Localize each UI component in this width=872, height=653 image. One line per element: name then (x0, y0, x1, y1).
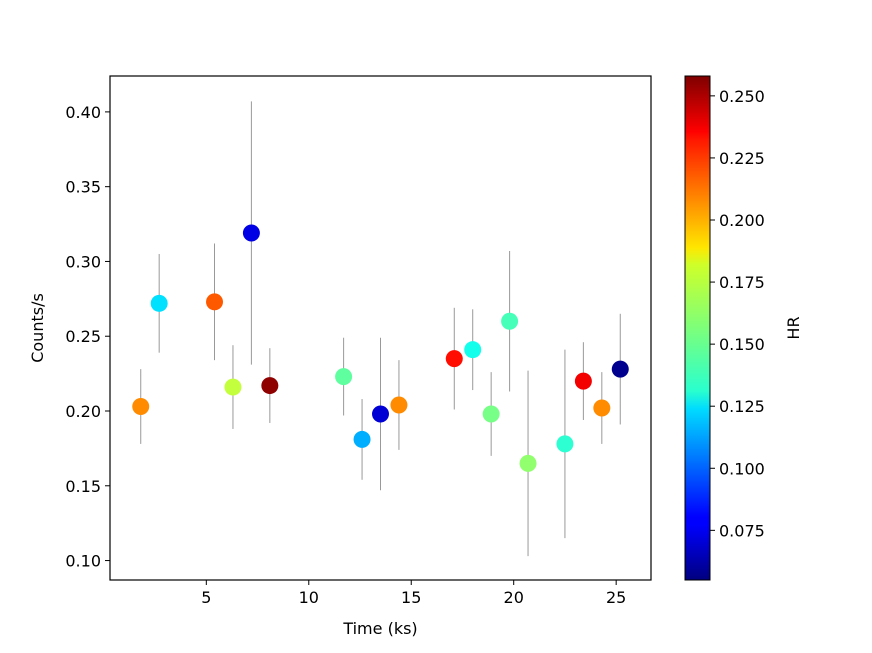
data-point (335, 368, 353, 386)
data-points (132, 224, 629, 472)
x-tick-label: 20 (504, 588, 524, 607)
colorbar-label: HR (784, 316, 803, 339)
colorbar-tick-label: 0.075 (719, 521, 765, 540)
x-axis-label: Time (ks) (342, 619, 417, 638)
x-tick-label: 10 (299, 588, 319, 607)
colorbar-tick-label: 0.250 (719, 87, 765, 106)
data-point (261, 377, 279, 395)
data-point (353, 430, 371, 448)
plot-area: 5 10 15 20 25 0.10 0.15 0.20 0.25 0.30 0.35 0.40 (65, 75, 652, 607)
x-tick-label: 15 (401, 588, 421, 607)
x-tick-label: 25 (606, 588, 626, 607)
colorbar-ticks: 0.075 0.100 0.125 0.150 0.175 0.200 0.225 0.250 (710, 87, 765, 540)
y-tick-label: 0.10 (65, 552, 101, 571)
data-point (519, 454, 537, 472)
data-point (556, 435, 574, 453)
colorbar-tick-label: 0.150 (719, 335, 765, 354)
y-tick-label: 0.25 (65, 327, 101, 346)
data-point (611, 360, 629, 378)
plot-frame (109, 75, 652, 581)
x-tick-label: 5 (201, 588, 211, 607)
data-point (242, 224, 260, 242)
data-point (445, 350, 463, 368)
data-point (574, 372, 592, 390)
y-tick-label: 0.35 (65, 178, 101, 197)
colorbar-tick-label: 0.125 (719, 397, 765, 416)
y-tick-label: 0.30 (65, 252, 101, 271)
colorbar: 0.075 0.100 0.125 0.150 0.175 0.200 0.225 0.250… (684, 75, 803, 581)
y-axis-ticks: 0.10 0.15 0.20 0.25 0.30 0.35 0.40 (65, 103, 110, 571)
colorbar-tick-label: 0.200 (719, 211, 765, 230)
x-axis-ticks: 5 10 15 20 25 (201, 580, 626, 607)
colorbar-tick-label: 0.225 (719, 149, 765, 168)
y-tick-label: 0.15 (65, 477, 101, 496)
data-point (390, 396, 408, 414)
data-point (150, 294, 168, 312)
colorbar-tick-label: 0.175 (719, 273, 765, 292)
data-point (501, 312, 519, 330)
y-tick-label: 0.40 (65, 103, 101, 122)
errorbars (140, 101, 621, 557)
colorbar-gradient (684, 75, 711, 581)
data-point (372, 405, 389, 423)
data-point (593, 399, 611, 417)
y-axis-label: Counts/s (28, 293, 47, 363)
y-tick-label: 0.20 (65, 402, 101, 421)
data-point (132, 398, 150, 416)
data-point (482, 405, 500, 423)
colorbar-tick-label: 0.100 (719, 459, 765, 478)
data-point (224, 378, 242, 396)
data-point (206, 293, 224, 311)
data-point (464, 341, 482, 359)
